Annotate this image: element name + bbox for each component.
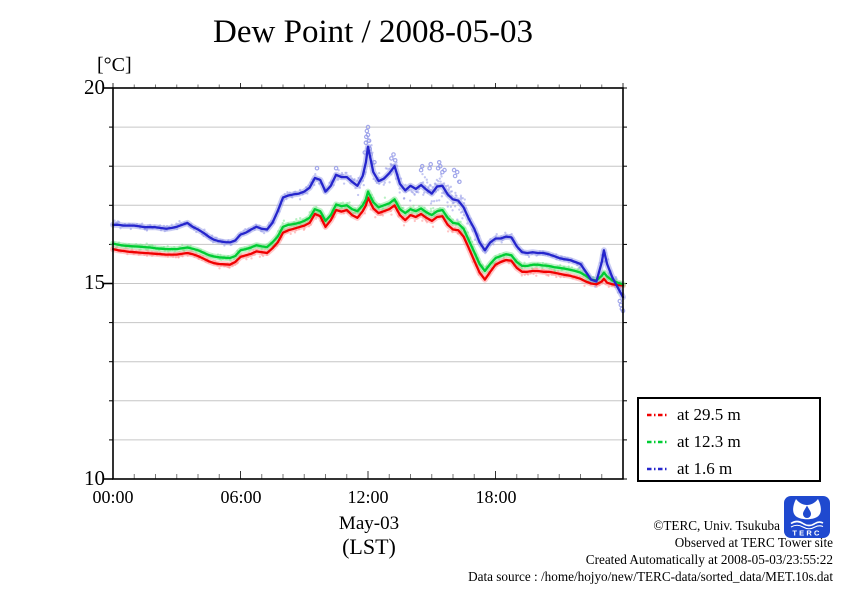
y-tick-label-20: 20 xyxy=(84,75,105,99)
y-axis-unit-label: [°C] xyxy=(97,54,132,76)
created-at-text: Created Automatically at 2008-05-03/23:5… xyxy=(585,552,833,567)
x-tick-label-1800: 18:00 xyxy=(475,487,517,507)
x-axis-date-label: May-03 xyxy=(338,513,400,534)
legend-label: at 12.3 m xyxy=(677,431,741,451)
y-tick-label-15: 15 xyxy=(84,270,105,294)
observed-at-text: Observed at TERC Tower site xyxy=(674,535,833,550)
legend-marker-green xyxy=(647,440,669,443)
legend-marker-blue xyxy=(647,467,669,470)
legend-label: at 29.5 m xyxy=(677,404,741,424)
x-tick-label-0000: 00:00 xyxy=(92,487,134,507)
legend-item-29-5m: at 29.5 m xyxy=(639,401,819,428)
y-tick-label-10: 10 xyxy=(84,466,105,490)
chart-title: Dew Point / 2008-05-03 xyxy=(213,14,533,50)
legend-label: at 1.6 m xyxy=(677,458,733,478)
logo-terc-text: TERC xyxy=(792,529,821,538)
x-tick-label-1200: 12:00 xyxy=(347,487,389,507)
x-tick-label-0600: 06:00 xyxy=(220,487,262,507)
logo-wave-line-2 xyxy=(790,524,824,530)
legend: at 29.5 m at 12.3 m at 1.6 m xyxy=(637,397,821,482)
data-source-text: Data source : /home/hojyo/new/TERC-data/… xyxy=(468,569,833,584)
legend-item-12-3m: at 12.3 m xyxy=(639,428,819,455)
terc-logo: TERC xyxy=(784,496,830,538)
logo-wave-line xyxy=(790,520,824,527)
legend-marker-red xyxy=(647,413,669,416)
copyright-text: ©TERC, Univ. Tsukuba xyxy=(653,518,780,533)
legend-item-1-6m: at 1.6 m xyxy=(639,455,819,482)
x-axis-lst-label: (LST) xyxy=(342,534,396,559)
logo-drop-icon xyxy=(803,505,811,518)
